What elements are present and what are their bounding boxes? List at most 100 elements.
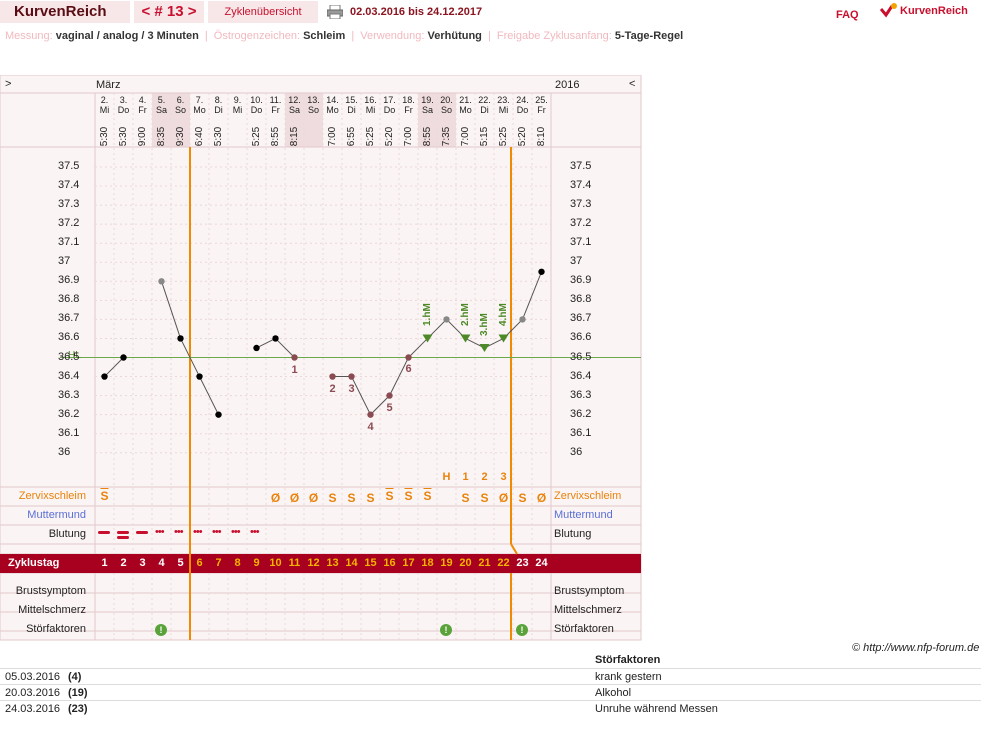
- cycle-overview-link[interactable]: Zyklenübersicht: [208, 1, 318, 23]
- row-label-blutung: Blutung: [48, 528, 86, 540]
- next-cycle-arrow[interactable]: <: [629, 78, 636, 90]
- day-header[interactable]: 24. Do: [516, 95, 529, 115]
- day-header[interactable]: 16. Mi: [364, 95, 377, 115]
- prev-cycle-arrow[interactable]: >: [5, 78, 12, 90]
- y-tick-right: 37.1: [570, 236, 592, 249]
- cycle-day-number: 6: [196, 557, 203, 569]
- cycle-day-number: 3: [139, 557, 146, 569]
- bleeding-heavy: [117, 531, 129, 534]
- temp-line-segment: [370, 395, 390, 416]
- temp-point: [291, 354, 298, 361]
- copyright: © http://www.nfp-forum.de: [852, 642, 980, 654]
- day-header[interactable]: 17. Do: [383, 95, 396, 115]
- row-label-muttermund: Muttermund: [27, 509, 86, 521]
- day-header[interactable]: 3. Do: [117, 95, 130, 115]
- cycle-day-number: 19: [440, 557, 453, 569]
- y-tick-left: 36.6: [58, 331, 80, 344]
- y-tick-right: 37.4: [570, 179, 592, 192]
- day-header[interactable]: 15. Di: [345, 95, 358, 115]
- day-header[interactable]: 14. Mo: [326, 95, 339, 115]
- measure-time: 5:30: [213, 126, 224, 147]
- measure-time: 5:25: [365, 126, 376, 147]
- day-header[interactable]: 25. Fr: [535, 95, 548, 115]
- cycle-info-row: Messung: vaginal / analog / 3 Minuten | …: [5, 30, 684, 42]
- day-header[interactable]: 22. Di: [478, 95, 491, 115]
- row-label-stoerfaktoren-right: Störfaktoren: [554, 623, 614, 635]
- printer-icon[interactable]: [326, 4, 344, 20]
- temp-line-segment: [275, 338, 295, 358]
- measure-time: 5:30: [118, 126, 129, 147]
- brand-link[interactable]: KurvenReich: [900, 5, 968, 17]
- measure-time: 5:20: [517, 126, 528, 147]
- y-tick-left: 36.8: [58, 293, 80, 306]
- note-row: 24.03.2016 (23) Unruhe während Messen: [0, 700, 981, 717]
- temp-line-segment: [199, 376, 219, 415]
- day-header[interactable]: 13. So: [307, 95, 320, 115]
- temp-point: [538, 268, 545, 275]
- day-header[interactable]: 18. Fr: [402, 95, 415, 115]
- bleeding-heavy: [117, 536, 129, 539]
- day-header[interactable]: 11. Fr: [269, 95, 282, 115]
- point-label: 4: [367, 420, 374, 433]
- day-header[interactable]: 6. So: [174, 95, 186, 115]
- day-header[interactable]: 4. Fr: [138, 95, 147, 115]
- point-label: 2: [329, 382, 336, 395]
- row-label-muttermund-right: Muttermund: [554, 509, 613, 521]
- y-tick-left: 37.4: [58, 179, 80, 192]
- day-header[interactable]: 21. Mo: [459, 95, 472, 115]
- evaluation-line: [510, 543, 518, 555]
- temp-point: [177, 335, 184, 342]
- y-tick-right: 36.3: [570, 388, 592, 401]
- faq-link[interactable]: FAQ: [836, 9, 859, 21]
- cycle-day-number: 11: [288, 557, 301, 569]
- weekend-shade: [437, 93, 456, 147]
- row-label-brust: Brustsymptom: [15, 585, 86, 597]
- high-measure-marker: [422, 334, 433, 343]
- day-header[interactable]: 19. Sa: [421, 95, 434, 115]
- month-label: März: [96, 79, 121, 91]
- day-header[interactable]: 12. Sa: [288, 95, 301, 115]
- day-header[interactable]: 2. Mi: [99, 95, 110, 115]
- y-tick-right: 37.3: [570, 198, 592, 211]
- measure-time: 8:10: [536, 126, 547, 147]
- weekend-shade: [304, 93, 323, 147]
- cycle-day-number: 5: [177, 557, 184, 569]
- y-tick-left: 36.7: [58, 312, 80, 325]
- cervix-symbol: S: [404, 489, 413, 503]
- cervix-symbol: S: [480, 491, 489, 505]
- bleeding-light: •••: [212, 526, 222, 538]
- temp-point: [253, 344, 260, 352]
- cycle-day-number: 24: [535, 557, 548, 569]
- bleeding-light: •••: [250, 526, 260, 538]
- cervix-symbol: S: [347, 491, 356, 505]
- temp-line-segment: [389, 357, 409, 396]
- day-header[interactable]: 20. So: [440, 95, 453, 115]
- measure-time: 8:15: [289, 126, 300, 147]
- day-header[interactable]: 10. Do: [250, 95, 263, 115]
- cervix-symbol: S: [461, 491, 470, 505]
- day-header[interactable]: 5. Sa: [155, 95, 167, 115]
- y-tick-right: 36.8: [570, 293, 592, 306]
- day-header[interactable]: 7. Mo: [193, 95, 206, 115]
- row-label-mittelschmerz-right: Mittelschmerz: [554, 604, 622, 616]
- app-title[interactable]: KurvenReich: [0, 1, 130, 23]
- kurvenreich-logo-icon[interactable]: [879, 3, 898, 19]
- day-header[interactable]: 9. Mi: [232, 95, 243, 115]
- high-measure-label: 2.hM: [459, 303, 471, 327]
- cervix-symbol: S: [366, 491, 375, 505]
- cycle-day-number: 22: [497, 557, 510, 569]
- temp-point: [215, 411, 222, 418]
- cycle-day-number: 12: [307, 557, 320, 569]
- y-tick-right: 36.9: [570, 274, 592, 287]
- cycle-day-number: 7: [215, 557, 222, 569]
- weekend-shade: [171, 93, 190, 147]
- day-header[interactable]: 23. Mi: [497, 95, 510, 115]
- temp-point: [386, 392, 393, 399]
- y-tick-right: 36.6: [570, 331, 592, 344]
- measure-time: 7:35: [441, 126, 452, 147]
- cycle-nav[interactable]: < # 13 >: [134, 1, 204, 23]
- cycle-day-number: 18: [421, 557, 434, 569]
- cervix-symbol: Ø: [498, 491, 509, 505]
- temp-point: [443, 316, 450, 323]
- day-header[interactable]: 8. Di: [214, 95, 223, 115]
